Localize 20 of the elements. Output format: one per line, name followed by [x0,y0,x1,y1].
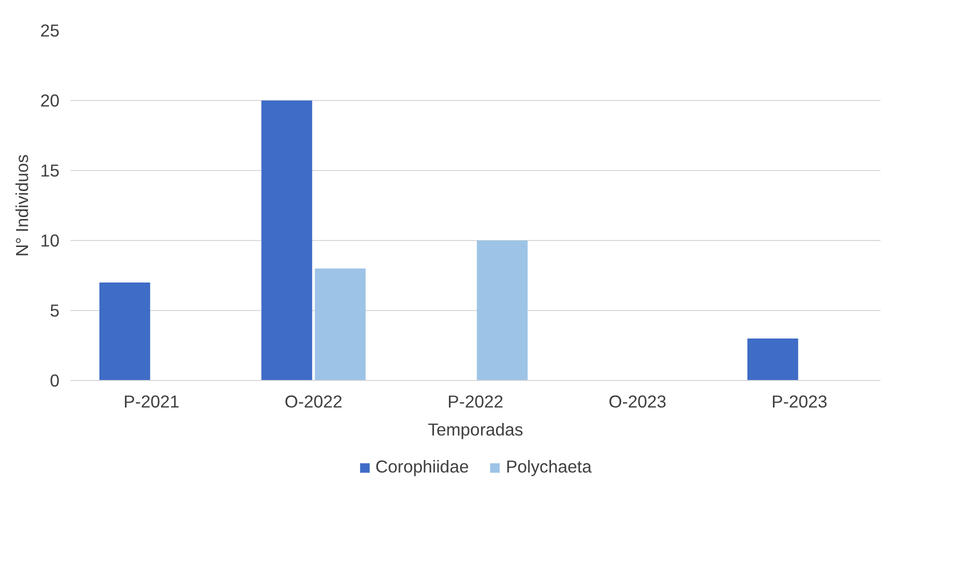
bar [476,240,528,380]
bar [747,338,798,380]
y-tick-label: 15 [40,160,60,180]
bar [314,268,366,380]
legend-label: Polychaeta [506,456,592,478]
x-tick-label: P-2023 [772,392,828,412]
bar [261,100,312,380]
x-tick-label: O-2022 [284,392,342,412]
legend-label: Corophiidae [375,456,469,478]
bar [99,282,150,380]
x-tick-label: P-2021 [124,392,180,412]
y-tick-label: 20 [40,90,60,110]
y-tick-label: 10 [40,230,60,250]
y-tick-label: 25 [40,20,60,40]
y-axis-title: N° Individuos [12,154,32,257]
y-tick-label: 0 [50,370,60,390]
x-tick-label: O-2023 [608,392,666,412]
x-tick-label: P-2022 [448,392,504,412]
y-tick-label: 5 [50,300,60,320]
x-axis-title: Temporadas [428,420,524,440]
